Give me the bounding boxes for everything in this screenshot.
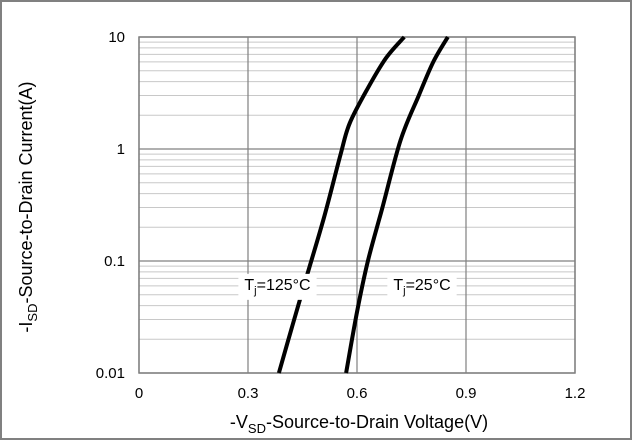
x-tick-label: 0.3 — [238, 385, 259, 402]
y-tick-label: 10 — [108, 29, 125, 46]
series-label-text: Tj=25°C — [393, 277, 450, 297]
vsd-isd-chart: Tj=125°C Tj=25°C 0 0.3 0.6 0.9 1.2 0.01 0.1 1 10… — [16, 29, 586, 436]
series-label-text: Tj=125°C — [244, 277, 310, 297]
y-tick-label: 0.1 — [104, 253, 125, 270]
series-curve-1 — [344, 35, 450, 374]
x-tick-label: 0 — [135, 385, 143, 402]
x-axis-title: -VSD-Source-to-Drain Voltage(V) — [230, 412, 488, 436]
series-label-background — [238, 273, 317, 300]
x-tick-labels: 0 0.3 0.6 0.9 1.2 — [135, 385, 586, 402]
x-tick-label: 0.6 — [347, 385, 368, 402]
y-tick-label: 0.01 — [96, 365, 125, 382]
series-label-0: Tj=125°C — [238, 273, 317, 300]
x-tick-label: 0.9 — [456, 385, 477, 402]
x-tick-label: 1.2 — [565, 385, 586, 402]
curves — [276, 35, 450, 374]
plot-area-border — [138, 36, 576, 374]
series-label-background — [387, 273, 457, 300]
y-tick-labels: 0.01 0.1 1 10 — [96, 29, 125, 382]
series-curve-0 — [276, 35, 406, 374]
series-labels: Tj=125°C Tj=25°C — [238, 273, 457, 300]
y-axis-title: -ISD-Source-to-Drain Current(A) — [16, 81, 40, 332]
series-label-1: Tj=25°C — [387, 273, 457, 300]
y-tick-label: 1 — [117, 141, 125, 158]
